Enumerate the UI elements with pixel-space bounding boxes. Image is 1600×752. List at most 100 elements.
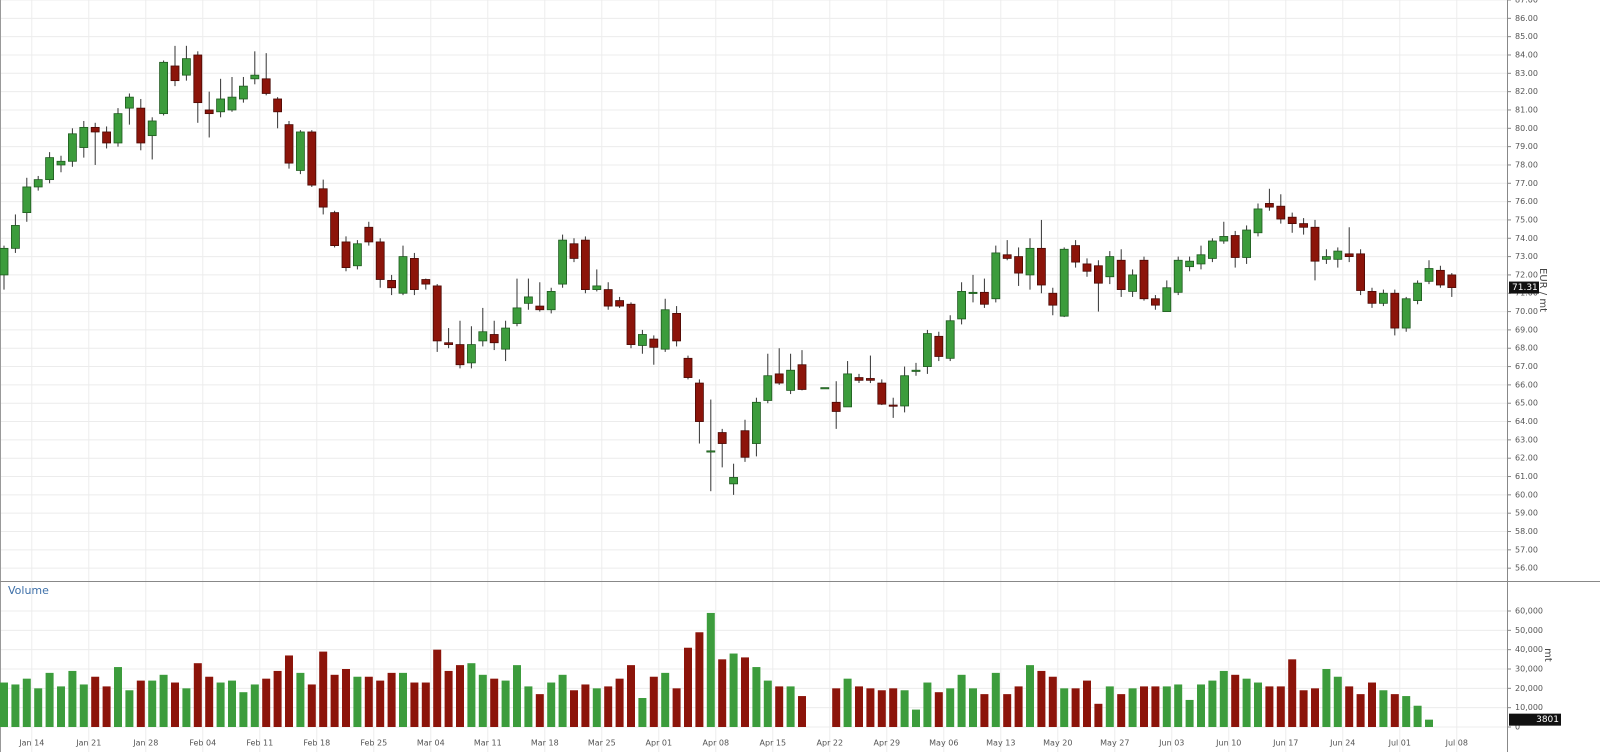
candle-body [1230,235,1240,258]
candle-body [991,252,1001,300]
volume-bar [1014,686,1023,727]
last-volume-box [1509,713,1561,726]
volume-bar [570,690,578,727]
candle-body [318,188,328,208]
volume-bar [114,667,122,727]
candle-body [33,179,43,188]
candle-body [820,387,830,390]
candle-body [603,289,613,307]
candle-body [615,300,624,307]
y-tick-label: 75.00 [1515,215,1538,224]
volume-bar [433,649,442,727]
volume-bar [34,688,43,727]
y-tick-label: 74.00 [1515,234,1538,243]
volume-bar [547,682,556,727]
candle-body [1025,247,1035,276]
y-tick-label: 60.00 [1515,490,1538,499]
candle-body [1082,263,1092,272]
candle-body [421,279,431,285]
candle-body [1219,236,1229,242]
candle-body [170,65,180,82]
x-tick-label: May 06 [929,739,958,748]
y-tick-label: 66.00 [1515,380,1538,389]
y-tick-label: 86.00 [1515,14,1538,23]
volume-bar [1276,686,1285,727]
volume-bar [889,688,898,727]
y-tick-label: 60,000 [1515,607,1543,616]
candle-body [56,160,66,166]
volume-bar [1322,669,1331,727]
y-tick-label: 72.00 [1515,270,1538,279]
volume-bar [855,686,863,727]
volume-bar [1265,686,1274,727]
candle-body [980,291,989,305]
candle-body [90,126,100,133]
x-tick-label: Feb 18 [303,739,330,748]
candle-body [364,226,374,243]
volume-bar [627,665,635,727]
candle-body [489,334,499,344]
volume-bar [798,696,806,727]
volume-bar [1379,690,1388,727]
candle-body [1014,256,1023,274]
volume-bar [193,663,202,727]
volume-bar [1333,676,1342,727]
candle-body [877,382,887,405]
volume-bar [1048,676,1057,727]
candle-body [923,333,932,367]
volume-bar [1003,694,1012,727]
candle-body [261,78,271,94]
volume-bar [718,659,727,727]
candle-body [1379,292,1388,304]
volume-bar [467,663,476,727]
volume-bar [353,676,362,727]
candle-body [1265,203,1274,208]
candle-body [968,291,978,294]
candle-body [911,369,921,372]
candle-body [843,373,852,408]
volume-bar [307,684,316,727]
volume-bar [672,688,681,727]
candle-body [1322,256,1331,260]
volume-bar [57,686,65,727]
volume-bar [581,684,590,727]
candle-body [193,54,203,104]
volume-bar [410,682,419,727]
last-price-box [1509,281,1539,294]
candle-body [1436,269,1445,286]
candle-body [79,126,89,148]
volume-bar [1356,694,1365,727]
y-tick-label: 20,000 [1515,684,1543,693]
candle-body [854,377,864,381]
x-tick-label: Jul 01 [1388,739,1411,748]
y-tick-label: 56.00 [1515,564,1538,573]
volume-bar [1185,699,1194,727]
volume-bar [342,669,350,727]
candle-body [945,320,955,359]
volume-bar [136,680,145,727]
volume-bar [752,667,761,727]
x-tick-label: Jul 08 [1445,739,1468,748]
volume-bar [148,680,157,727]
volume-bar [239,692,248,727]
volume-bar [478,674,487,727]
y-tick-label: 85.00 [1515,32,1538,41]
x-tick-label: Jun 10 [1215,739,1241,748]
candle-body [1071,245,1080,263]
candle-body [786,369,795,391]
y-tick-label: 84.00 [1515,50,1538,59]
candle-body [512,307,522,324]
volume-bar [1128,688,1137,727]
volume-bar [456,665,464,727]
volume-bar [615,678,624,727]
candle-body [717,432,727,444]
volume-bar [273,670,282,727]
candle-body [227,96,237,111]
candle-body [204,109,214,115]
candle-body [797,364,807,390]
candle-body [181,58,191,76]
candle-body [1276,205,1286,220]
volume-bar [900,690,909,727]
candle-body [569,243,579,259]
candle-body [45,157,54,181]
